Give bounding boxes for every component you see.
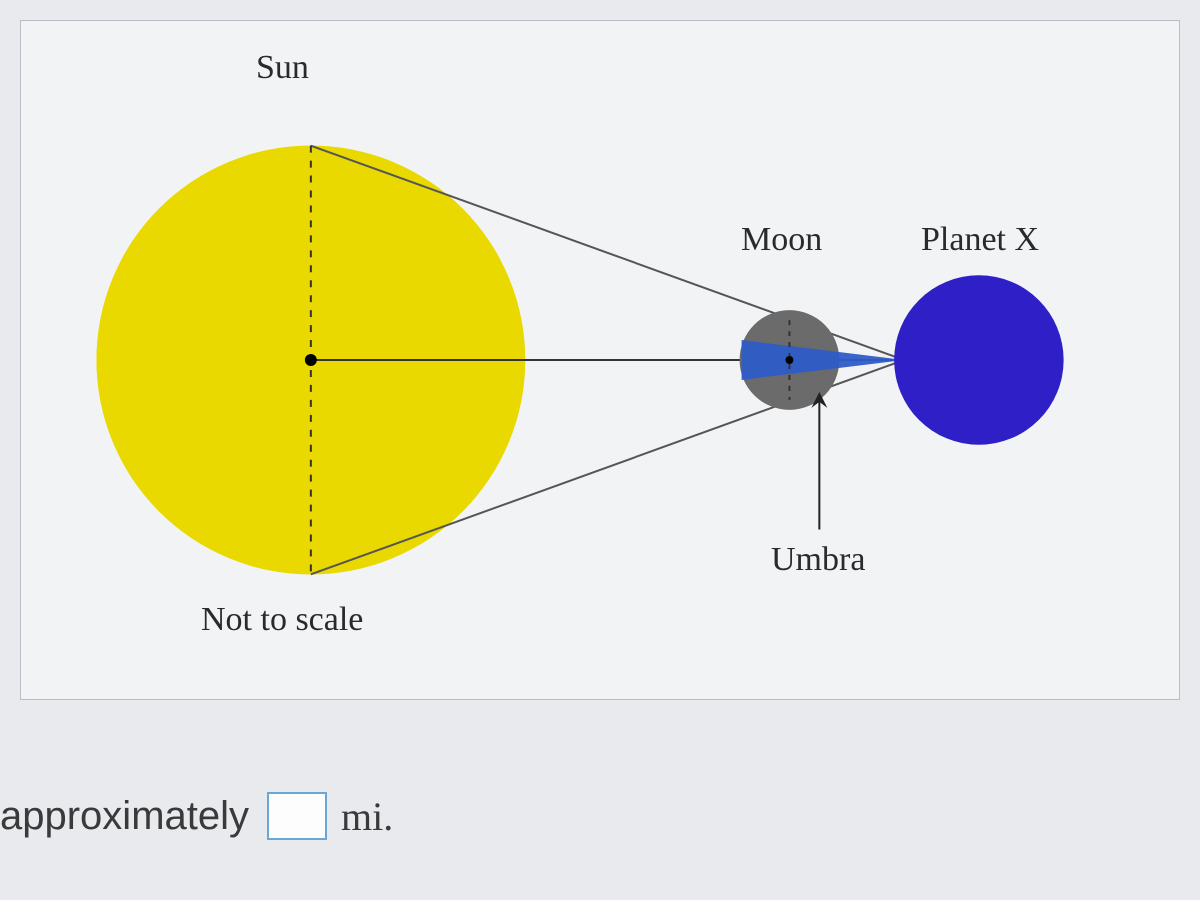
eclipse-diagram: Sun Moon Planet X Umbra Not to scale — [20, 20, 1180, 700]
answer-input[interactable] — [267, 792, 327, 840]
planet-label: Planet X — [921, 221, 1039, 259]
page: Sun Moon Planet X Umbra Not to scale app… — [0, 0, 1200, 900]
answer-prefix: approximately — [0, 794, 249, 839]
diagram-svg — [21, 21, 1179, 699]
moon-center-dot — [785, 356, 793, 364]
answer-row: approximately mi. — [0, 792, 393, 840]
sun-center-dot — [305, 354, 317, 366]
answer-unit: mi. — [341, 793, 393, 840]
umbra-label: Umbra — [771, 541, 865, 579]
sun-label: Sun — [256, 49, 309, 87]
moon-label: Moon — [741, 221, 822, 259]
scale-note: Not to scale — [201, 601, 363, 639]
planet-circle — [894, 275, 1064, 445]
